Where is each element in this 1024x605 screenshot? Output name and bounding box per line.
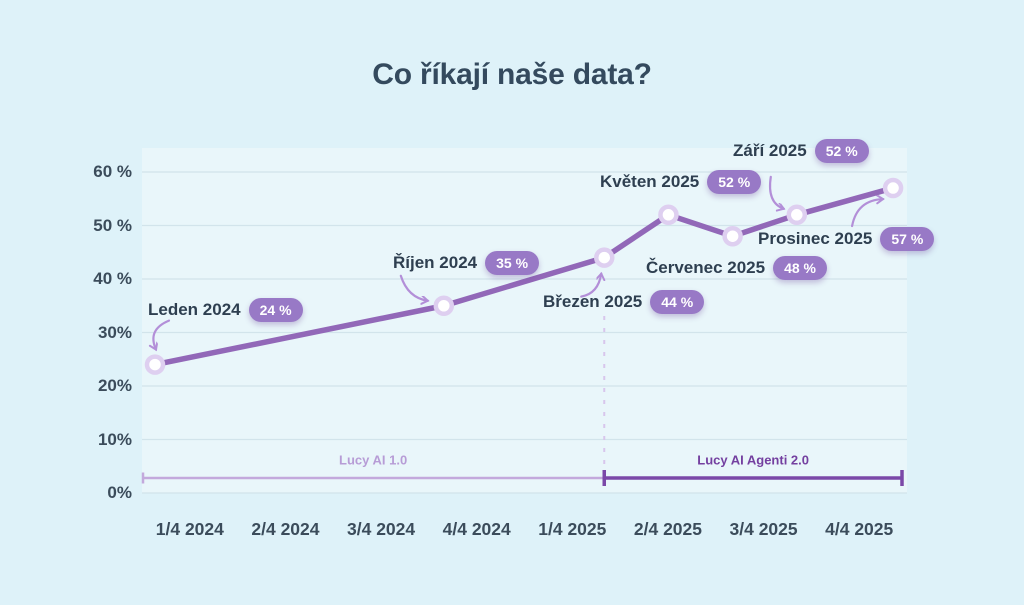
data-point-label: Říjen 2024 35 % xyxy=(393,251,540,275)
y-axis-tick-label: 30% xyxy=(97,322,132,342)
point-value-badge: 52 % xyxy=(707,170,762,194)
point-value-badge: 35 % xyxy=(485,251,540,275)
point-value-badge: 48 % xyxy=(773,256,828,280)
label-arrow xyxy=(580,274,601,298)
phase-label: Lucy AI 1.0 xyxy=(339,452,408,468)
data-point-marker xyxy=(144,354,166,375)
x-axis-tick-label: 4/4 2024 xyxy=(442,519,511,539)
point-month-label: Září 2025 xyxy=(733,141,807,160)
data-point-label: Prosinec 2025 57 % xyxy=(758,227,935,251)
chart-title: Co říkají naše data? xyxy=(372,58,652,91)
label-arrow xyxy=(850,199,883,228)
data-point-marker xyxy=(433,295,455,316)
data-point-label: Květen 2025 52 % xyxy=(600,170,762,194)
point-month-label: Březen 2025 xyxy=(543,292,643,311)
point-value-badge: 57 % xyxy=(880,227,935,251)
point-month-label: Červenec 2025 xyxy=(646,258,766,277)
point-value-badge: 52 % xyxy=(814,139,869,163)
data-point-label: Březen 2025 44 % xyxy=(543,290,705,314)
x-axis-tick-label: 3/4 2025 xyxy=(729,519,798,539)
y-axis-tick-label: 40 % xyxy=(93,269,132,288)
y-axis-tick-label: 60 % xyxy=(93,162,132,181)
point-month-label: Leden 2024 xyxy=(148,300,241,319)
data-point-marker xyxy=(882,177,904,199)
x-axis-tick-label: 1/4 2025 xyxy=(538,519,607,539)
y-axis-tick-label: 50 % xyxy=(93,215,132,235)
x-axis-tick-label: 2/4 2024 xyxy=(251,519,320,539)
x-axis-tick-label: 4/4 2025 xyxy=(825,519,894,539)
data-point-marker xyxy=(658,204,679,226)
x-axis-tick-label: 1/4 2024 xyxy=(155,519,224,539)
data-point-marker xyxy=(786,204,808,226)
phase-label: Lucy AI Agenti 2.0 xyxy=(697,452,809,468)
point-month-label: Květen 2025 xyxy=(600,172,700,191)
label-arrow xyxy=(769,175,784,209)
x-axis-tick-label: 3/4 2024 xyxy=(347,519,416,539)
y-axis-tick-label: 20% xyxy=(97,376,132,395)
y-axis-tick-label: 10% xyxy=(97,429,132,449)
x-axis-tick-label: 2/4 2025 xyxy=(633,519,702,539)
y-axis-tick-label: 0% xyxy=(107,483,132,502)
label-arrow xyxy=(153,319,171,350)
data-point-label: Září 2025 52 % xyxy=(733,139,869,163)
point-month-label: Prosinec 2025 xyxy=(758,229,873,248)
point-value-badge: 44 % xyxy=(650,290,705,314)
data-point-marker xyxy=(594,247,615,268)
data-point-label: Leden 2024 24 % xyxy=(148,298,303,322)
point-month-label: Říjen 2024 xyxy=(393,253,478,272)
data-point-marker xyxy=(722,225,743,247)
point-value-badge: 24 % xyxy=(248,298,303,322)
data-point-label: Červenec 2025 48 % xyxy=(646,256,828,280)
label-arrow xyxy=(399,274,428,301)
